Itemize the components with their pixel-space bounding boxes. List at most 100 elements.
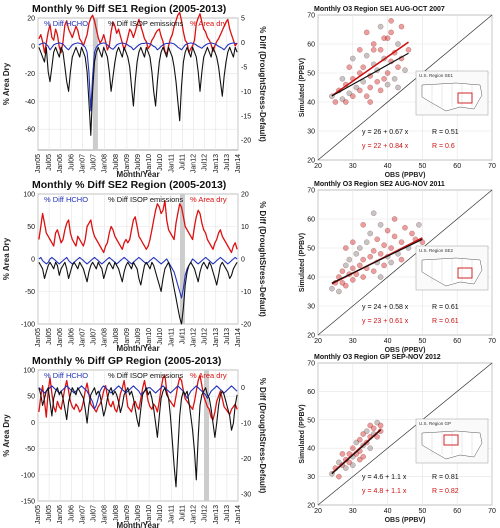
x-tick-label: Jul13 xyxy=(224,328,231,345)
equation-black: y = 26 + 0.67 x xyxy=(362,129,409,136)
x-tick-label: Jul12 xyxy=(202,154,209,171)
scatter-point xyxy=(381,262,387,269)
y-tick-label: 20 xyxy=(307,158,315,165)
scatter-title: Monthly O3 Region SE2 AUG-NOV 2011 xyxy=(314,181,445,188)
inset-map-title: U.S. Region SE2 xyxy=(419,248,454,253)
region-box xyxy=(457,92,473,104)
scatter-point xyxy=(388,259,394,266)
right-tick-label: 0 xyxy=(241,257,245,264)
x-tick-label: Jan06 xyxy=(57,328,64,347)
x-axis-label: OBS (PPBV) xyxy=(385,172,426,179)
x-tick-label: 70 xyxy=(488,338,496,345)
scatter-point xyxy=(356,245,363,251)
scatter-point xyxy=(391,76,398,82)
scatter-point xyxy=(336,473,342,480)
y-tick-label: 50 xyxy=(307,71,315,78)
y-axis-label: Simulated (PPBV) xyxy=(299,233,306,292)
y-tick-label: 60 xyxy=(307,42,315,49)
left-tick-label: 100 xyxy=(23,368,35,375)
right-tick-label: 0 xyxy=(241,40,245,47)
inset-us-map: U.S. Region GP xyxy=(415,418,489,464)
scatter-point xyxy=(349,445,356,452)
scatter-point xyxy=(398,239,405,245)
scatter-point xyxy=(377,47,384,53)
scatter-point xyxy=(377,23,384,30)
series-line-3 xyxy=(38,46,238,136)
chart-title: Monthly % Diff SE2 Region (2005-2013) xyxy=(32,179,226,191)
scatter-point xyxy=(339,76,346,82)
scatter-point xyxy=(377,221,384,228)
left-tick-label: -100 xyxy=(21,472,35,479)
y-tick-label: 70 xyxy=(307,13,315,20)
inset-map-title: U.S. Region SE1 xyxy=(419,73,454,78)
x-tick-label: Jan08 xyxy=(102,328,109,347)
scatter-point xyxy=(336,288,342,295)
right-tick-label: 0 xyxy=(241,385,245,392)
scatter-point xyxy=(356,436,363,443)
legend-hcho: % Diff HCHO xyxy=(44,19,88,28)
series-line-1 xyxy=(38,374,238,421)
scatter-point xyxy=(342,465,349,471)
fit-line-black xyxy=(331,52,409,97)
x-tick-label: Jul10 xyxy=(157,328,164,345)
x-axis-label: OBS (PPBV) xyxy=(385,347,426,354)
drought-shade-band xyxy=(179,194,185,324)
legend-hcho: % Diff HCHO xyxy=(44,195,88,204)
x-tick-label: 30 xyxy=(349,508,357,515)
one-to-one-line xyxy=(317,362,493,506)
region-box xyxy=(457,267,473,279)
series-line-2 xyxy=(38,42,238,112)
x-tick-label: Jul10 xyxy=(157,505,164,522)
right-tick-label: -20 xyxy=(241,322,251,329)
x-tick-label: Jul06 xyxy=(68,505,75,522)
scatter-point xyxy=(402,67,408,73)
x-tick-label: Jul11 xyxy=(179,505,186,521)
x-tick-label: Jul09 xyxy=(135,154,142,171)
series-line-2 xyxy=(38,256,238,299)
left-tick-label: -100 xyxy=(21,322,35,329)
scatter-point xyxy=(363,52,370,59)
scatter-point xyxy=(349,239,356,245)
scatter-point xyxy=(388,17,394,24)
scatter-point xyxy=(332,99,339,105)
scatter-point xyxy=(367,445,374,452)
right-tick-label: -20 xyxy=(241,456,251,463)
scatter-point xyxy=(384,35,391,42)
x-axis-label: OBS (PPBV) xyxy=(385,517,426,524)
scatter-point xyxy=(405,47,412,53)
right-tick-label: -5 xyxy=(241,64,247,71)
y-axis-label: Simulated (PPBV) xyxy=(299,58,306,117)
left-tick-label: -50 xyxy=(25,446,35,453)
y-tick-label: 60 xyxy=(307,389,315,396)
x-tick-label: Jan09 xyxy=(124,154,131,173)
y-axis-label-right: % Diff (DroughtStress-Default) xyxy=(258,26,267,142)
left-tick-label: 50 xyxy=(27,394,35,401)
x-tick-label: Jan10 xyxy=(146,328,153,347)
region-box xyxy=(443,434,459,446)
x-tick-label: Jan06 xyxy=(57,154,64,173)
scatter-point xyxy=(377,250,384,257)
x-tick-label: Jul11 xyxy=(179,154,186,170)
right-tick-label: 20 xyxy=(241,192,249,199)
x-tick-label: Jan09 xyxy=(124,328,131,347)
scatter-point xyxy=(374,78,381,85)
scatter-point xyxy=(395,64,401,70)
legend-dry: % Area dry xyxy=(190,19,227,28)
scatter-point xyxy=(370,41,377,47)
fit-line-red xyxy=(331,41,409,97)
x-tick-label: Jan07 xyxy=(79,505,86,524)
scatter-point xyxy=(377,422,384,429)
x-tick-label: 50 xyxy=(419,508,427,515)
x-tick-label: Jan05 xyxy=(35,154,42,173)
x-tick-label: Jan13 xyxy=(213,505,220,524)
x-tick-label: Jul05 xyxy=(46,328,53,345)
r-value-red: R = 0.6 xyxy=(432,143,455,150)
scatter-point xyxy=(346,256,353,263)
scatter-point xyxy=(329,285,335,292)
scatter-point xyxy=(360,256,367,263)
right-tick-label: -20 xyxy=(241,138,251,145)
y-tick-label: 40 xyxy=(307,446,315,453)
scatter-point xyxy=(367,253,374,260)
